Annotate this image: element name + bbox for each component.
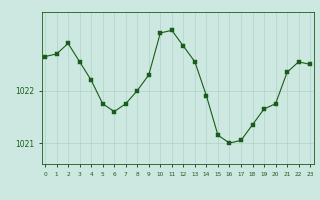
Text: Graphe pression niveau de la mer (hPa): Graphe pression niveau de la mer (hPa) xyxy=(68,184,252,193)
